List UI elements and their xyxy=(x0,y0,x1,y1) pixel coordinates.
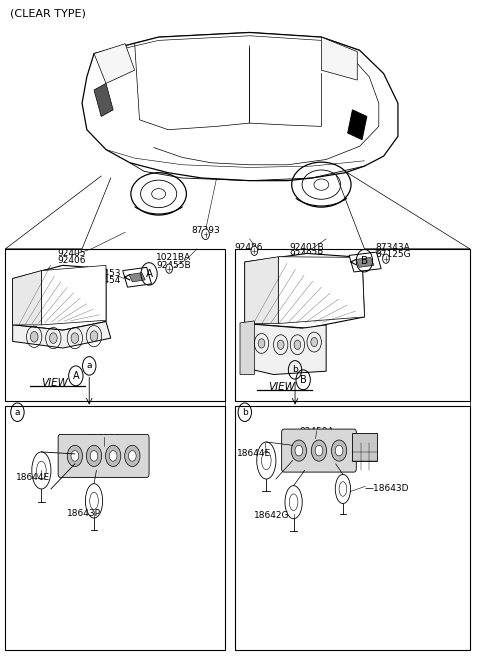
Circle shape xyxy=(315,446,323,456)
Text: b: b xyxy=(242,408,248,417)
Polygon shape xyxy=(245,324,326,375)
Bar xyxy=(5,406,225,650)
Text: 92455B: 92455B xyxy=(156,261,191,270)
Text: 92451A: 92451A xyxy=(86,434,121,443)
FancyBboxPatch shape xyxy=(282,429,356,472)
Text: 92406: 92406 xyxy=(57,256,86,265)
Text: 18644E: 18644E xyxy=(237,450,271,458)
Text: 92454: 92454 xyxy=(93,276,121,285)
Polygon shape xyxy=(12,271,41,325)
Circle shape xyxy=(294,340,301,349)
Text: 1021BA: 1021BA xyxy=(156,253,192,263)
Text: B: B xyxy=(361,256,368,266)
Circle shape xyxy=(251,246,258,255)
Text: VIEW: VIEW xyxy=(41,379,68,389)
Circle shape xyxy=(90,451,98,461)
Polygon shape xyxy=(356,257,374,267)
Polygon shape xyxy=(349,252,381,272)
Text: b: b xyxy=(292,365,298,375)
Text: a: a xyxy=(15,408,20,417)
Text: 18644E: 18644E xyxy=(16,473,50,482)
Text: A: A xyxy=(72,371,79,381)
Polygon shape xyxy=(123,267,152,287)
Polygon shape xyxy=(278,257,364,324)
Circle shape xyxy=(291,440,307,461)
Circle shape xyxy=(202,229,209,239)
Circle shape xyxy=(258,339,265,348)
Circle shape xyxy=(129,451,136,461)
Polygon shape xyxy=(94,84,113,117)
Text: (CLEAR TYPE): (CLEAR TYPE) xyxy=(10,9,86,19)
Polygon shape xyxy=(240,321,254,375)
Circle shape xyxy=(30,332,38,342)
Text: 92450A: 92450A xyxy=(299,428,334,436)
Circle shape xyxy=(67,446,83,467)
Circle shape xyxy=(383,254,389,263)
Bar xyxy=(235,249,470,401)
FancyBboxPatch shape xyxy=(58,434,149,477)
Polygon shape xyxy=(94,32,360,67)
Polygon shape xyxy=(245,257,278,324)
Circle shape xyxy=(49,333,57,343)
Circle shape xyxy=(71,451,79,461)
Circle shape xyxy=(125,446,140,467)
Circle shape xyxy=(277,340,284,349)
Circle shape xyxy=(71,333,79,343)
Circle shape xyxy=(109,451,117,461)
Circle shape xyxy=(90,331,98,341)
Circle shape xyxy=(166,264,172,273)
Circle shape xyxy=(295,446,303,456)
Circle shape xyxy=(335,446,343,456)
Circle shape xyxy=(311,337,318,347)
Circle shape xyxy=(312,440,326,461)
Text: a: a xyxy=(86,361,92,371)
Text: 87125G: 87125G xyxy=(375,250,411,259)
Text: 92453: 92453 xyxy=(93,269,121,278)
Polygon shape xyxy=(129,272,145,282)
Text: 92486: 92486 xyxy=(234,243,263,252)
Polygon shape xyxy=(12,322,111,348)
Text: 92401B: 92401B xyxy=(290,243,324,252)
Text: 87343A: 87343A xyxy=(376,243,410,252)
Polygon shape xyxy=(348,110,367,140)
Polygon shape xyxy=(41,265,106,325)
Text: 92402B: 92402B xyxy=(290,250,324,259)
Bar xyxy=(235,406,470,650)
Text: 18642G: 18642G xyxy=(254,511,289,520)
Polygon shape xyxy=(82,32,398,180)
Circle shape xyxy=(106,446,121,467)
Polygon shape xyxy=(94,44,135,84)
FancyBboxPatch shape xyxy=(352,434,377,461)
Polygon shape xyxy=(245,253,364,328)
Circle shape xyxy=(331,440,347,461)
Text: B: B xyxy=(300,375,307,385)
Polygon shape xyxy=(12,265,106,330)
Text: 18643P: 18643P xyxy=(67,509,100,518)
Text: 87393: 87393 xyxy=(191,225,220,235)
Polygon shape xyxy=(322,37,357,80)
Circle shape xyxy=(86,446,102,467)
Text: A: A xyxy=(145,269,153,279)
Text: —18643D: —18643D xyxy=(364,484,409,493)
Text: VIEW: VIEW xyxy=(268,383,295,392)
Bar xyxy=(5,249,225,401)
Text: 92405: 92405 xyxy=(57,249,86,258)
